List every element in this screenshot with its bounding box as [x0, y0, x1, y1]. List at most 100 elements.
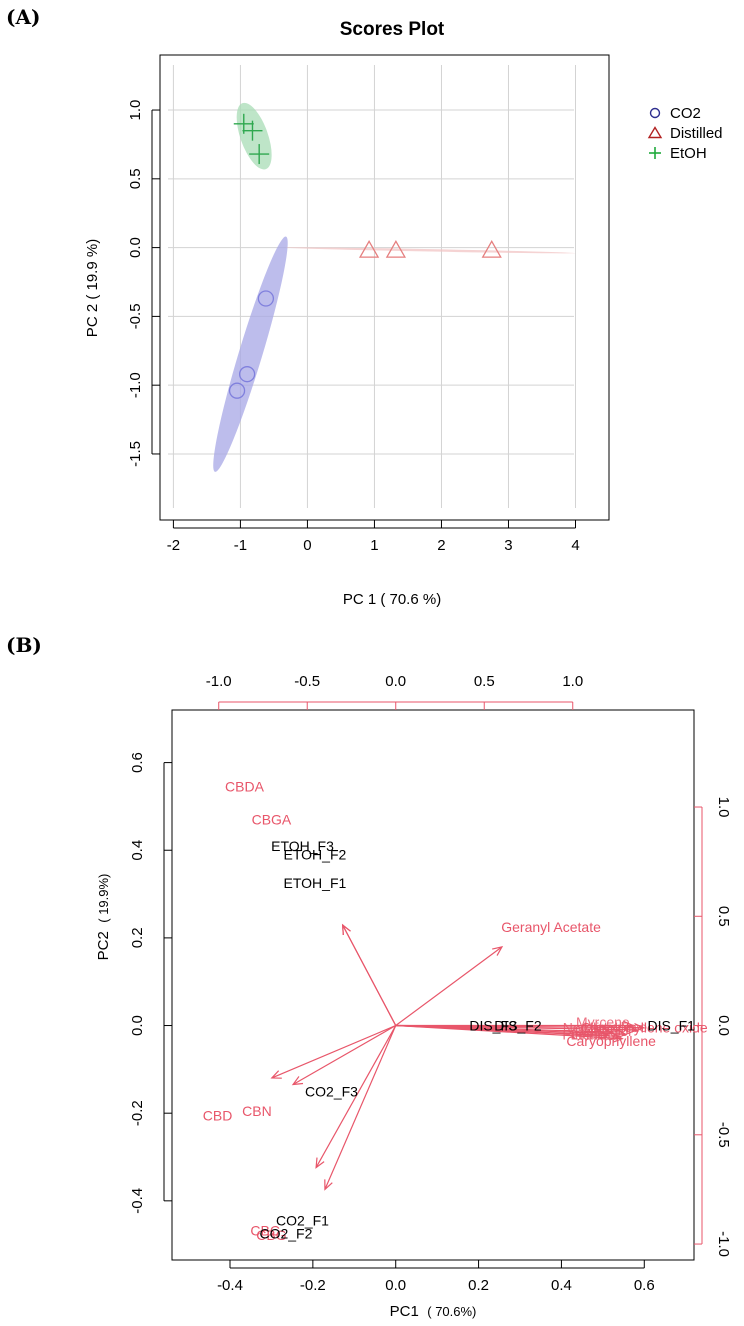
biplot-y-axis-label: PC2 ( 19.9%) [95, 874, 112, 961]
loading-arrow-head [602, 1027, 614, 1037]
ellipse-distilled [285, 247, 576, 254]
scores-plot-title: Scores Plot [340, 19, 445, 40]
scores-y-axis: -1.5 -1.0 -0.5 0.0 0.5 1.0 [127, 100, 160, 467]
variable-label: Humulene [583, 1019, 647, 1035]
observation-label: DIS_F3 [469, 1018, 517, 1034]
scores-y-tick-label: 0.5 [127, 168, 144, 189]
variable-label: Bisabolol [574, 1023, 631, 1039]
variable-label: Linalool [570, 1026, 618, 1042]
scores-x-tick-label: 2 [437, 537, 445, 554]
biplot-x-tick-label: 0.2 [468, 1277, 489, 1294]
biplot-x-axis-label-name: PC1 [390, 1303, 419, 1320]
biplot-x-tick-label: 0.0 [385, 1277, 406, 1294]
loading-arrow-head [609, 1031, 621, 1041]
observation-label: CO2_F3 [305, 1083, 358, 1099]
observation-label: ETOH_F2 [284, 847, 347, 863]
biplot-bottom-axis: -0.4 -0.2 0.0 0.2 0.4 0.6 [217, 1260, 655, 1294]
biplot-y-tick-label: 0.2 [129, 927, 146, 948]
biplot-right-tick-label: -0.5 [715, 1122, 732, 1148]
loading-arrow-shaft [395, 1024, 612, 1033]
biplot-x-axis-label-pct: ( 70.6%) [427, 1304, 476, 1319]
point-distilled [358, 240, 380, 258]
biplot-top-tick-label: 0.5 [474, 673, 495, 690]
scores-y-axis-label: PC 2 ( 19.9 %) [84, 239, 101, 337]
legend-label-co2: CO2 [670, 105, 701, 122]
loading-arrow-head [616, 1029, 628, 1039]
scores-x-tick-label: -1 [234, 537, 247, 554]
scores-x-tick-label: 0 [303, 537, 311, 554]
loading-arrow-shaft [292, 1025, 397, 1086]
panel-a-label: (A) [6, 5, 40, 29]
biplot-y-tick-label: 0.0 [129, 1015, 146, 1036]
variable-label: Pinene [562, 1026, 606, 1042]
biplot-x-tick-label: -0.4 [217, 1277, 243, 1294]
scores-legend: CO2 Distilled EtOH [647, 105, 723, 162]
point-distilled [385, 240, 407, 258]
biplot-top-axis: -1.0 -0.5 0.0 0.5 1.0 [206, 673, 583, 710]
loading-arrow-shaft [342, 924, 397, 1026]
biplot-loading-arrows [270, 923, 646, 1191]
biplot-x-axis-label: PC1 ( 70.6%) [390, 1303, 477, 1320]
loading-arrow-head [341, 923, 351, 936]
ellipse-co2 [213, 236, 288, 472]
biplot-x-tick-label: -0.2 [300, 1277, 326, 1294]
biplot-top-tick-label: -0.5 [294, 673, 320, 690]
scores-plot-frame [159, 54, 610, 521]
loading-arrow [395, 945, 504, 1027]
biplot-y-tick-label: 0.6 [129, 752, 146, 773]
variable-label: Nerolidol [563, 1020, 618, 1036]
observation-label: DIS_F2 [494, 1018, 542, 1034]
observation-label: ETOH_F1 [284, 875, 347, 891]
loading-arrow [395, 1024, 621, 1041]
biplot-right-tick-label: 1.0 [715, 797, 732, 818]
legend-co2-marker [649, 107, 661, 119]
variable-label: CBDA [225, 779, 265, 795]
panel-b-label: (B) [6, 633, 42, 657]
scores-y-tick-label: 1.0 [127, 100, 144, 121]
scores-x-tick-label: 4 [571, 537, 579, 554]
observation-label: ETOH_F3 [271, 838, 334, 854]
loading-arrow [324, 1025, 397, 1191]
loading-arrow-shaft [324, 1025, 397, 1190]
biplot-right-tick-label: 0.0 [715, 1015, 732, 1036]
biplot-right-axis: -1.0 -0.5 0.0 0.5 1.0 [694, 797, 732, 1257]
variable-label: CBD [203, 1107, 233, 1123]
biplot-y-axis-label-name: PC2 [95, 931, 112, 960]
observation-label: CO2_F1 [276, 1213, 329, 1229]
biplot-top-tick-label: 0.0 [385, 673, 406, 690]
scores-x-tick-label: 3 [504, 537, 512, 554]
loading-arrow-head [623, 1020, 635, 1031]
point-co2 [228, 382, 246, 399]
biplot-frame [171, 709, 695, 1261]
biplot-y-tick-label: 0.4 [129, 840, 146, 861]
loading-arrow [395, 1024, 614, 1037]
biplot-left-axis: -0.4 -0.2 0.0 0.2 0.4 0.6 [129, 752, 172, 1214]
point-etoh [242, 120, 263, 141]
loading-arrow [291, 1025, 397, 1086]
loading-arrow-head [270, 1070, 282, 1079]
loading-arrow-shaft [395, 1024, 619, 1038]
point-distilled [481, 240, 502, 258]
loading-arrow [315, 1025, 397, 1169]
ellipse-etoh [236, 102, 272, 170]
point-co2 [238, 366, 256, 383]
loading-arrow [270, 1024, 396, 1079]
variable-label: CBG [256, 1227, 286, 1243]
scores-points [228, 113, 502, 399]
scores-x-tick-label: -2 [167, 537, 180, 554]
loading-arrow-head [492, 945, 504, 956]
loading-arrow [395, 1023, 646, 1033]
biplot-x-tick-label: 0.4 [551, 1277, 572, 1294]
loading-arrow-head [291, 1076, 304, 1086]
biplot-top-tick-label: -1.0 [206, 673, 232, 690]
biplot-top-tick-label: 1.0 [562, 673, 583, 690]
legend-label-etoh: EtOH [670, 145, 707, 162]
observation-label: CO2_F2 [259, 1226, 312, 1242]
scores-plot-panel: (A) Scores Plot -2 -1 0 1 2 3 4 -1.5 -1.0 -0.5 0.… [6, 5, 723, 608]
scores-y-tick-label: -1.5 [127, 441, 144, 467]
scores-y-tick-label: 0.0 [127, 237, 144, 258]
biplot-y-tick-label: -0.4 [129, 1188, 146, 1214]
